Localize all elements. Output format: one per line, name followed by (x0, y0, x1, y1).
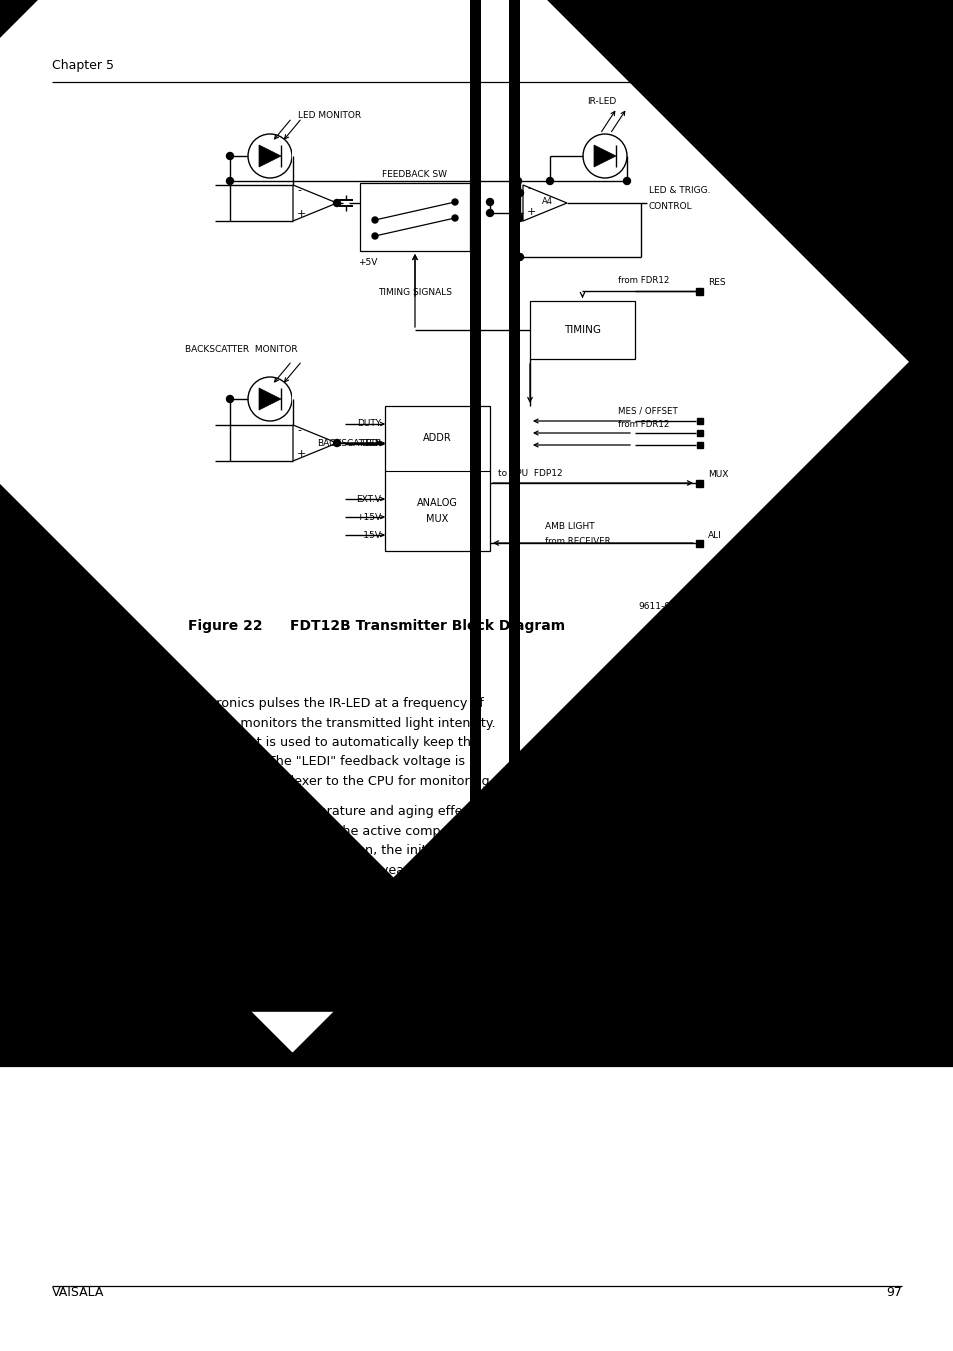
Text: MES / OFFSET: MES / OFFSET (618, 407, 677, 415)
Text: DUTY: DUTY (356, 420, 380, 428)
Circle shape (623, 177, 630, 185)
Bar (359, 182, 470, 251)
Circle shape (452, 199, 457, 205)
Circle shape (486, 199, 493, 205)
Text: current is set to a value, which guarantees several years of: current is set to a value, which guarant… (52, 863, 432, 877)
Text: ADDR: ADDR (423, 434, 452, 443)
Text: channeled through the analog multiplexer to the CPU for monitoring.: channeled through the analog multiplexer… (52, 775, 494, 788)
Text: ANALOG: ANALOG (416, 497, 457, 508)
Bar (696, 288, 702, 295)
Text: Chapter 5: Chapter 5 (52, 59, 113, 72)
Text: the light-emitting diode. On the other hand, the active compensation: the light-emitting diode. On the other h… (52, 824, 496, 838)
Polygon shape (293, 185, 336, 222)
Text: LEDI: LEDI (360, 439, 380, 449)
Bar (697, 442, 702, 449)
Polygon shape (258, 388, 281, 409)
Text: EXT.V: EXT.V (355, 494, 380, 504)
Text: from RECEIVER: from RECEIVER (544, 536, 610, 546)
Polygon shape (258, 145, 281, 168)
Text: BACKSCATTER: BACKSCATTER (316, 439, 380, 447)
Text: The feedback loop compensates for temperature and aging effects of: The feedback loop compensates for temper… (52, 805, 497, 819)
Circle shape (516, 215, 523, 222)
Text: IR-LED: IR-LED (586, 97, 616, 105)
Text: FDT12B Transmitter Block Diagram: FDT12B Transmitter Block Diagram (290, 619, 564, 634)
Polygon shape (594, 145, 616, 168)
Bar (697, 417, 702, 424)
Text: -: - (296, 185, 301, 195)
Text: to CPU  FDP12: to CPU FDP12 (497, 469, 562, 478)
Text: The transmit level measurement is used to automatically keep the: The transmit level measurement is used t… (52, 736, 478, 748)
Text: LED timing with the receiver’s lock-in amplifier. The CPU can also: LED timing with the receiver’s lock-in a… (52, 934, 470, 946)
Circle shape (226, 153, 233, 159)
Bar (480, 195, 508, 209)
Text: +: + (296, 449, 306, 459)
Text: LED MONITOR: LED MONITOR (297, 111, 361, 120)
Bar (696, 539, 702, 547)
Text: LED & TRIGG.: LED & TRIGG. (648, 186, 710, 195)
Polygon shape (522, 185, 566, 222)
Bar (530, 301, 635, 359)
Text: TIMING: TIMING (563, 326, 600, 335)
Text: A4: A4 (541, 196, 552, 205)
Text: 9611-002: 9611-002 (638, 603, 680, 611)
Text: AMB LIGHT: AMB LIGHT (544, 521, 594, 531)
Bar (480, 211, 508, 226)
Circle shape (226, 396, 233, 403)
Circle shape (486, 209, 493, 216)
Text: The transmitter unit electronics pulses the IR-LED at a frequency of: The transmitter unit electronics pulses … (52, 697, 483, 711)
Bar (385, 407, 490, 551)
Text: +: + (526, 207, 536, 218)
Circle shape (514, 177, 521, 185)
Bar (696, 480, 702, 486)
Text: maintenance-free operation.: maintenance-free operation. (52, 884, 235, 896)
Text: ALI: ALI (707, 531, 721, 540)
Text: circuitry.: circuitry. (52, 992, 107, 1004)
Circle shape (516, 254, 523, 261)
Text: 2.3 kHz. One PIN-photodiode monitors the transmitted light intensity.: 2.3 kHz. One PIN-photodiode monitors the… (52, 716, 496, 730)
Text: BACKSCATTER  MONITOR: BACKSCATTER MONITOR (185, 345, 297, 354)
Circle shape (334, 439, 340, 446)
Circle shape (546, 177, 553, 185)
Text: from FDR12: from FDR12 (618, 276, 669, 285)
Text: +5V: +5V (357, 258, 377, 267)
Text: from FDR12: from FDR12 (618, 420, 669, 430)
Text: delay the transmitter firing for a special out-of-phase measurement.: delay the transmitter firing for a speci… (52, 952, 490, 966)
Circle shape (516, 189, 523, 196)
Text: MUX: MUX (426, 513, 448, 524)
Text: MUX: MUX (707, 470, 727, 480)
Text: CONTROL: CONTROL (648, 203, 692, 211)
Text: Functional Description: Functional Description (761, 59, 901, 72)
Polygon shape (293, 426, 336, 461)
Text: -: - (526, 182, 531, 193)
Circle shape (452, 215, 457, 222)
Text: slightly accelerates the LED aging. For this reason, the initial LED: slightly accelerates the LED aging. For … (52, 844, 470, 858)
Text: +15V: +15V (355, 512, 380, 521)
Text: Figure 22: Figure 22 (188, 619, 262, 634)
Text: LED’s intensity at a preset value. The "LEDI" feedback voltage is: LED’s intensity at a preset value. The "… (52, 755, 465, 769)
Text: A reset pulse (RES) from the FDR12 Receiver synchronizes the IR-: A reset pulse (RES) from the FDR12 Recei… (52, 913, 472, 927)
Text: -: - (296, 426, 301, 435)
Circle shape (372, 218, 377, 223)
Text: TIMING SIGNALS: TIMING SIGNALS (377, 288, 452, 297)
Text: VAISALA: VAISALA (52, 1286, 104, 1300)
Circle shape (226, 177, 233, 185)
Text: RES: RES (707, 278, 725, 286)
Text: This feature is used in measuring the internal noise level (offset) of the: This feature is used in measuring the in… (52, 971, 508, 985)
Text: -15V: -15V (359, 531, 380, 539)
Circle shape (334, 200, 340, 207)
Bar (697, 430, 702, 436)
Text: FEEDBACK SW: FEEDBACK SW (382, 170, 447, 178)
Text: 97: 97 (885, 1286, 901, 1300)
Text: +: + (296, 209, 306, 219)
Circle shape (372, 232, 377, 239)
